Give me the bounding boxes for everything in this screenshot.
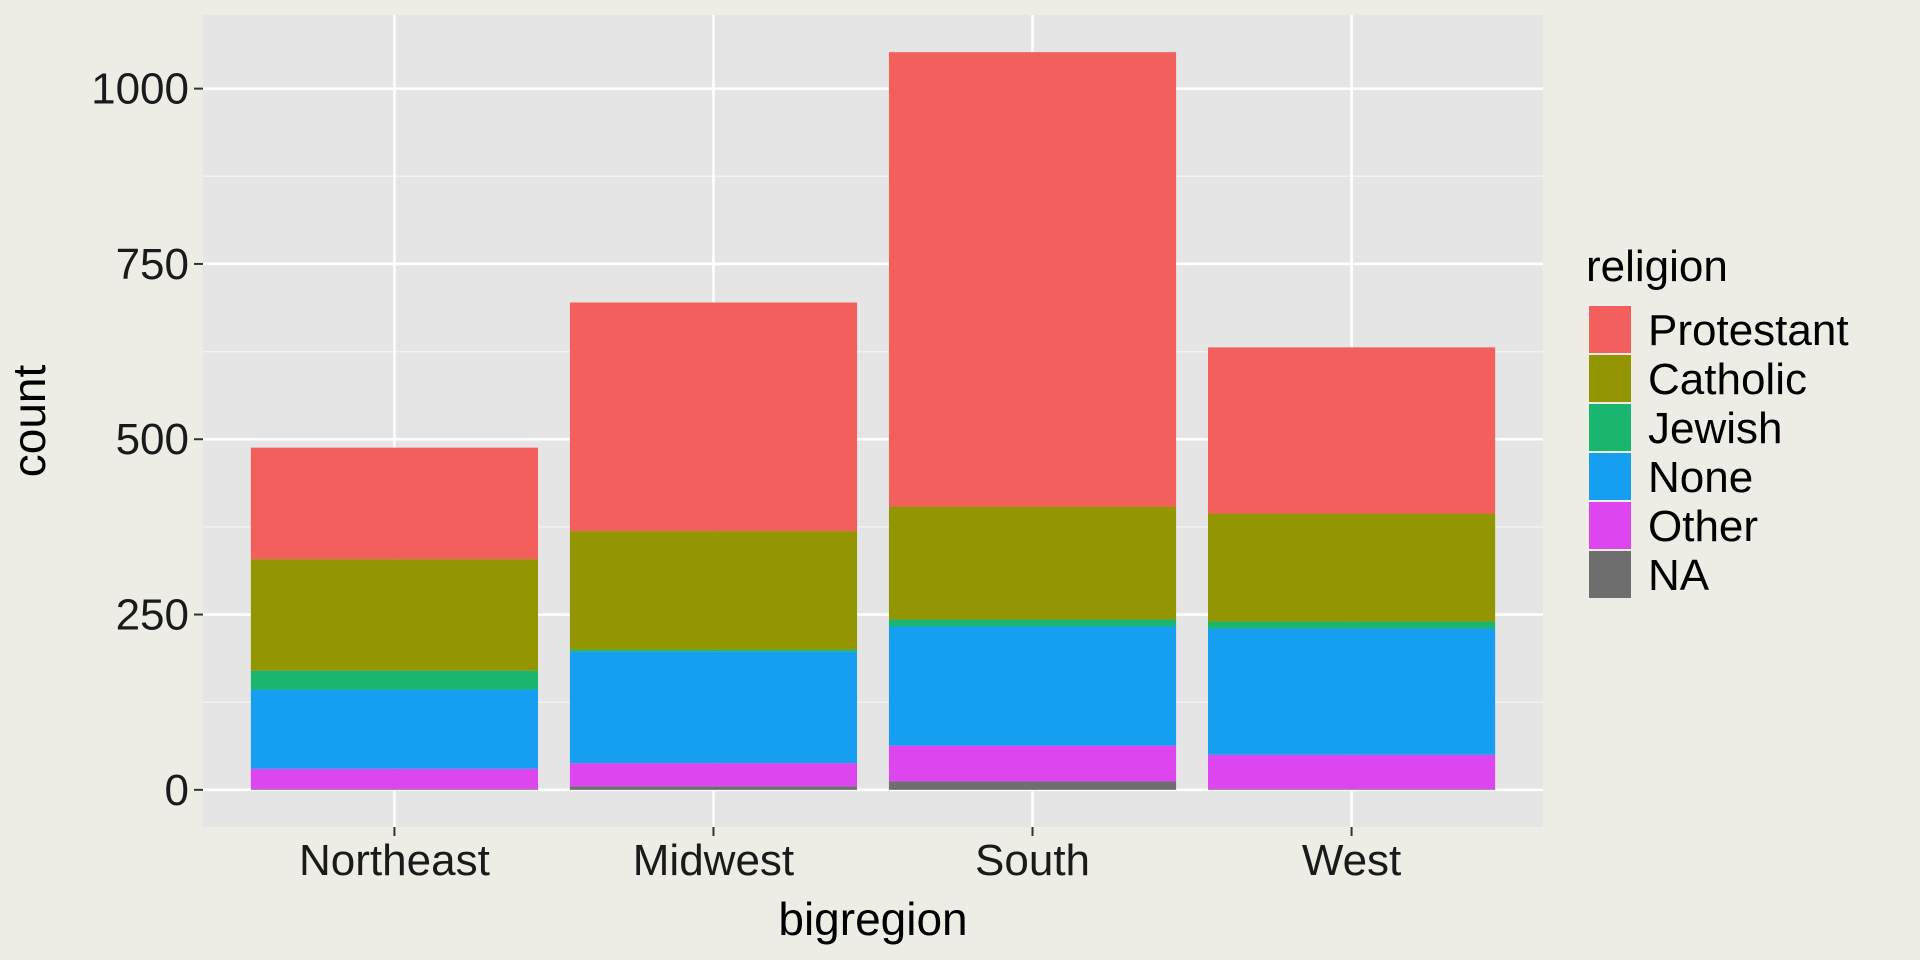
- bar-segment-na-northeast: [250, 789, 538, 790]
- y-tick-label: 1000: [91, 65, 189, 114]
- bar-segment-na-west: [1208, 789, 1496, 790]
- bar-segment-na-south: [888, 781, 1177, 790]
- x-tick-label: Northeast: [299, 836, 490, 885]
- x-tick-label: South: [975, 836, 1090, 885]
- bar-segment-catholic-south: [888, 506, 1177, 620]
- legend-label: Protestant: [1648, 306, 1849, 355]
- y-tick-label: 0: [165, 766, 189, 815]
- x-tick-label: West: [1302, 836, 1401, 885]
- x-axis-title: bigregion: [778, 893, 967, 945]
- y-tick-label: 750: [116, 240, 189, 289]
- x-tick-label: Midwest: [633, 836, 794, 885]
- y-axis-title: count: [3, 365, 55, 478]
- legend-key-none: [1589, 453, 1631, 500]
- legend: religion ProtestantCatholicJewishNoneOth…: [1586, 242, 1849, 600]
- bar-segment-jewish-west: [1208, 621, 1496, 629]
- bar-segment-none-midwest: [569, 651, 858, 764]
- legend-key-protestant: [1589, 306, 1631, 353]
- bar-segment-none-west: [1208, 628, 1496, 755]
- bar-segment-catholic-west: [1208, 513, 1496, 622]
- legend-label: Jewish: [1648, 404, 1783, 453]
- bar-segment-catholic-northeast: [250, 559, 538, 671]
- bar-segment-none-south: [888, 626, 1177, 746]
- bar-segment-jewish-northeast: [250, 670, 538, 690]
- bar-segment-jewish-midwest: [569, 649, 858, 652]
- legend-label: Catholic: [1648, 355, 1807, 404]
- y-tick-label: 250: [116, 591, 189, 640]
- y-tick-label: 500: [116, 415, 189, 464]
- bar-segment-catholic-midwest: [569, 531, 858, 650]
- legend-label: Other: [1648, 502, 1758, 551]
- bar-segment-other-west: [1208, 754, 1496, 790]
- bar-segment-protestant-south: [888, 52, 1177, 507]
- legend-key-jewish: [1589, 404, 1631, 451]
- legend-label: None: [1648, 453, 1753, 502]
- legend-key-na: [1589, 551, 1631, 598]
- bar-segment-none-northeast: [250, 689, 538, 769]
- legend-label: NA: [1648, 551, 1710, 600]
- legend-key-catholic: [1589, 355, 1631, 402]
- bar-segment-other-midwest: [569, 763, 858, 787]
- bar-segment-na-midwest: [569, 786, 858, 790]
- bar-segment-jewish-south: [888, 619, 1177, 627]
- bar-segment-other-northeast: [250, 768, 538, 790]
- legend-key-other: [1589, 502, 1631, 549]
- legend-title: religion: [1586, 242, 1728, 291]
- bar-segment-other-south: [888, 745, 1177, 782]
- bar-segment-protestant-midwest: [569, 302, 858, 532]
- bar-segment-protestant-northeast: [250, 447, 538, 560]
- bar-segment-protestant-west: [1208, 347, 1496, 514]
